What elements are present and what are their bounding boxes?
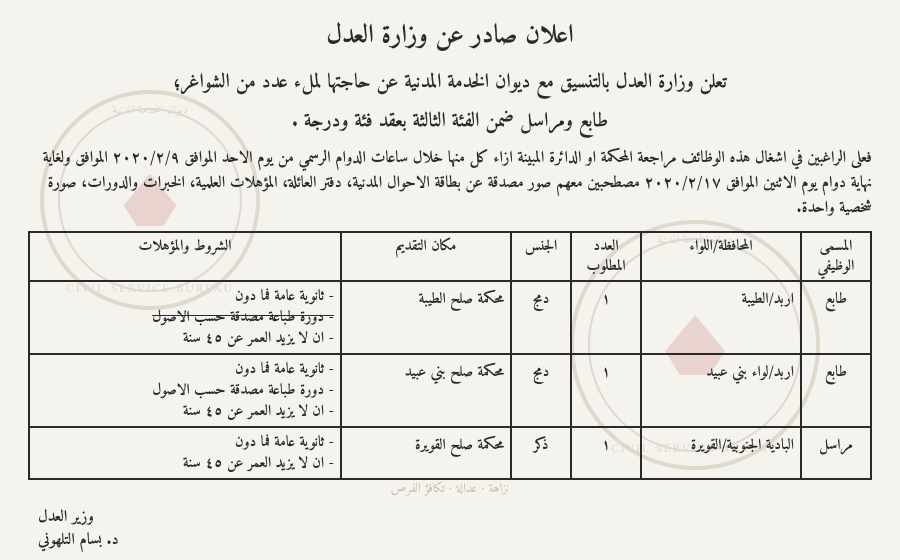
col-job-title: المسمىالوظيفي xyxy=(801,232,871,281)
requirement-line: - ان لا يزيد العمر عن ٤٥ سنة xyxy=(36,328,334,349)
signature-name: د. بسام التلهوني xyxy=(38,530,872,552)
col-requirements: الشروط والمؤهلات xyxy=(29,232,341,281)
cell-gender: دمج xyxy=(511,281,571,354)
cell-number: ١ xyxy=(571,354,641,427)
announcement-subtitle: تعلن وزارة العدل بالتنسيق مع ديوان الخدم… xyxy=(28,65,872,100)
col-governorate: المحافظة/اللواء xyxy=(641,232,801,281)
cell-job-title: مراسل xyxy=(801,427,871,479)
vacancies-table: المسمىالوظيفي المحافظة/اللواء العددالمطل… xyxy=(28,231,872,480)
cell-governorate: البادية الجنوبية/القويرة xyxy=(641,427,801,479)
cell-requirements: - ثانوية عامة فما دون- دورة طباعة مصدقة … xyxy=(29,281,341,354)
cell-apply-place: محكمة صلح بني عبيد xyxy=(341,354,511,427)
table-row: مراسلالبادية الجنوبية/القويرة١ذكرمحكمة ص… xyxy=(29,427,871,479)
announcement-subline: طابع ومراسل ضمن الفئة الثالثة بعقد فئة و… xyxy=(28,104,872,139)
document-page: اعلان صادر عن وزارة العدل تعلن وزارة الع… xyxy=(0,0,900,560)
table-row: طابعاربد/لواء بني عبيد١دمجمحكمة صلح بني … xyxy=(29,354,871,427)
table-body: طابعاربد/الطيبة١دمجمحكمة صلح الطيبة- ثان… xyxy=(29,281,871,479)
cell-apply-place: محكمة صلح الطيبة xyxy=(341,281,511,354)
cell-number: ١ xyxy=(571,281,641,354)
requirement-line: - ان لا يزيد العمر عن ٤٥ سنة xyxy=(36,453,334,474)
announcement-title: اعلان صادر عن وزارة العدل xyxy=(28,14,872,59)
cell-governorate: اربد/لواء بني عبيد xyxy=(641,354,801,427)
cell-governorate: اربد/الطيبة xyxy=(641,281,801,354)
cell-job-title: طابع xyxy=(801,354,871,427)
cell-gender: ذكر xyxy=(511,427,571,479)
signature-block: وزير العدل د. بسام التلهوني xyxy=(28,507,872,552)
cell-job-title: طابع xyxy=(801,281,871,354)
col-apply-place: مكان التقديم xyxy=(341,232,511,281)
table-header-row: المسمىالوظيفي المحافظة/اللواء العددالمطل… xyxy=(29,232,871,281)
cell-gender: دمج xyxy=(511,354,571,427)
cell-requirements: - ثانوية عامة فما دون- دورة طباعة مصدقة … xyxy=(29,354,341,427)
col-number: العددالمطلوب xyxy=(571,232,641,281)
announcement-body: فعلى الراغبين في اشغال هذه الوظائف مراجع… xyxy=(28,147,872,221)
cell-number: ١ xyxy=(571,427,641,479)
col-gender: الجنس xyxy=(511,232,571,281)
bureau-motto: نزاهة · عدالة · تكافؤ الفرص xyxy=(28,478,872,501)
cell-apply-place: محكمة صلح القويرة xyxy=(341,427,511,479)
table-row: طابعاربد/الطيبة١دمجمحكمة صلح الطيبة- ثان… xyxy=(29,281,871,354)
cell-requirements: - ثانوية عامة فما دون- ان لا يزيد العمر … xyxy=(29,427,341,479)
requirement-line: - ان لا يزيد العمر عن ٤٥ سنة xyxy=(36,401,334,422)
